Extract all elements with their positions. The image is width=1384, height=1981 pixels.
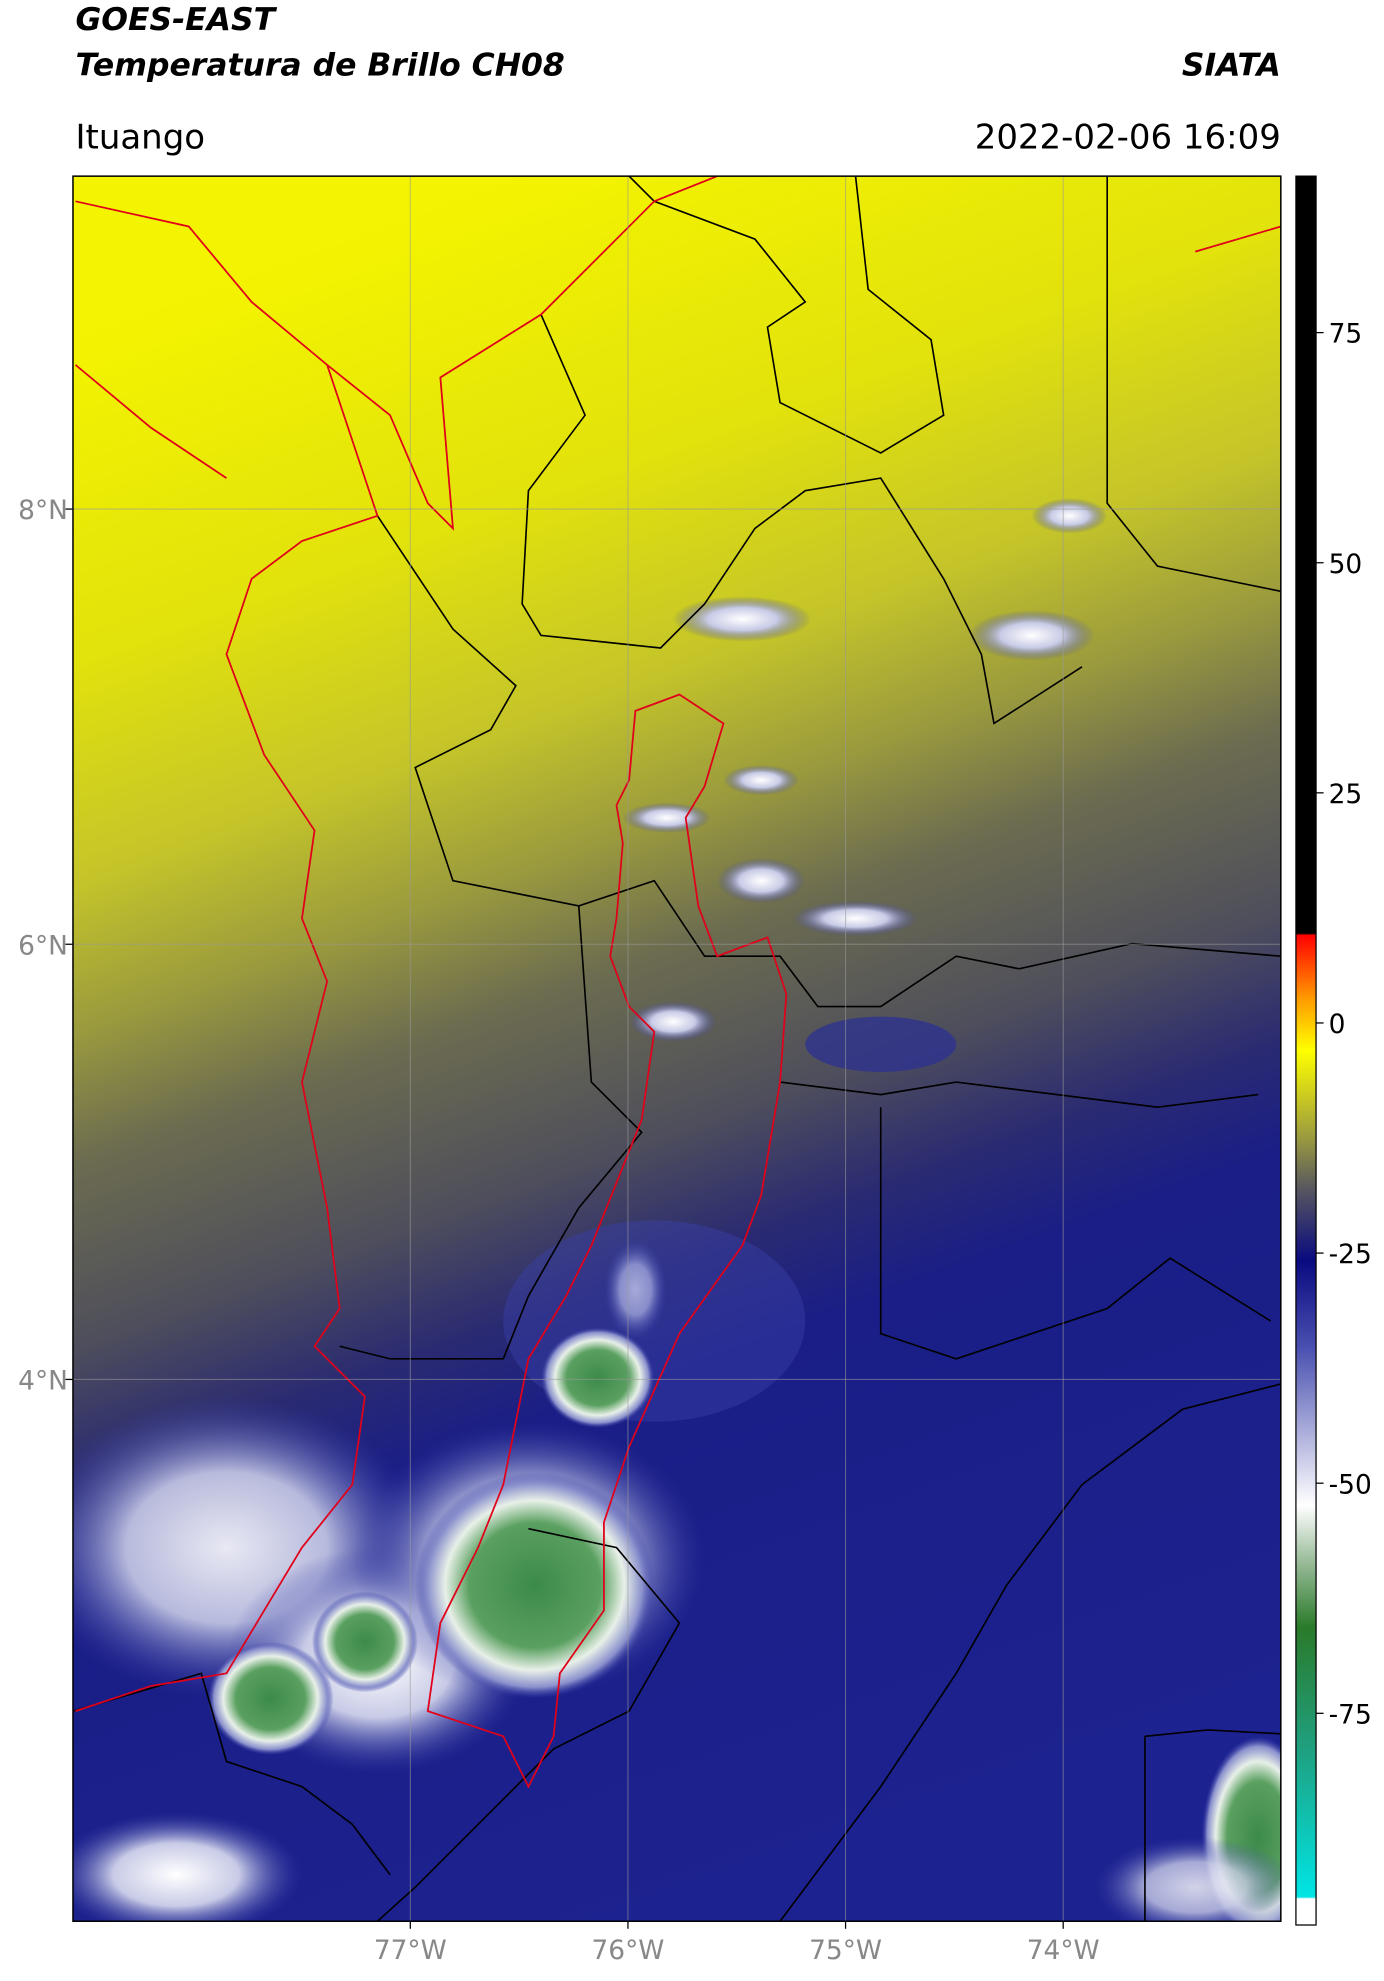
colorbar-tick-label: 0: [1329, 1009, 1346, 1040]
colorbar-tick-label: -25: [1329, 1239, 1372, 1270]
colorbar-tick-label: 25: [1329, 779, 1363, 810]
map-image: [72, 176, 1281, 1922]
y-tick-label: 4°N: [18, 1365, 68, 1396]
x-tick-label: 74°W: [1027, 1935, 1100, 1966]
colorbar-tick-label: -50: [1329, 1469, 1372, 1500]
y-tick-label: 6°N: [18, 930, 68, 961]
x-tick-label: 77°W: [374, 1935, 447, 1966]
datetime: 2022-02-06 16:09: [975, 117, 1281, 157]
colorbar-tick-label: 75: [1329, 319, 1363, 350]
region: Ituango: [75, 117, 205, 157]
y-tick-label: 8°N: [18, 495, 68, 526]
title: GOES-EAST: [75, 2, 277, 38]
source: SIATA: [1182, 47, 1281, 83]
x-tick-label: 76°W: [591, 1935, 664, 1966]
colorbar-tick-label: 50: [1329, 549, 1363, 580]
subtitle: Temperatura de Brillo CH08: [75, 47, 564, 83]
x-tick-label: 75°W: [809, 1935, 882, 1966]
map-frame: [72, 175, 1282, 1922]
grid: [72, 176, 1281, 1922]
colorbar-tick-label: -75: [1329, 1699, 1372, 1730]
colorbar: [1295, 175, 1317, 1926]
colorbar-ticks: -75 -50 -25 0 25 50 75: [1316, 319, 1372, 1730]
